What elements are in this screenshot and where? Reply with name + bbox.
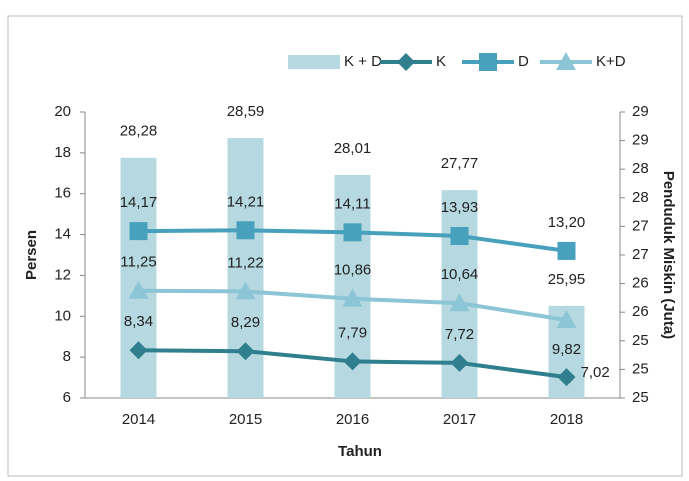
y2-tick-label: 25	[632, 389, 649, 406]
y2-tick-label: 25	[632, 332, 649, 349]
marker	[556, 309, 577, 328]
line-value-label: 11,22	[227, 254, 263, 271]
y2-tick-label: 27	[632, 246, 649, 263]
legend-marker	[479, 53, 497, 71]
bar-value-label: 25,95	[548, 271, 586, 288]
line-value-label: 10,64	[441, 266, 479, 283]
y2-tick-label: 26	[632, 303, 649, 320]
y-tick-label: 10	[54, 307, 71, 324]
y-tick-label: 14	[54, 226, 71, 243]
legend-label: D	[518, 53, 529, 70]
bar-value-label: 28,28	[120, 123, 158, 140]
line-value-label: 14,17	[120, 194, 158, 211]
legend-marker	[556, 52, 576, 70]
chart-border	[7, 15, 683, 477]
line-value-label: 9,82	[552, 341, 581, 358]
y-tick-label: 12	[54, 266, 71, 283]
y2-tick-label: 29	[632, 103, 649, 120]
marker	[236, 342, 255, 361]
legend-label: K	[436, 53, 446, 70]
marker	[342, 288, 363, 307]
line-value-label: 7,72	[445, 326, 474, 343]
marker	[129, 222, 148, 241]
y2-axis-label: Penduduk Miskin (Juta)	[660, 171, 677, 339]
y2-tick-label: 26	[632, 275, 649, 292]
line-value-label: 13,93	[441, 199, 479, 216]
marker	[129, 341, 148, 360]
x-tick-label: 2017	[443, 411, 476, 428]
legend-marker	[397, 53, 415, 71]
y-tick-label: 16	[54, 185, 71, 202]
y-tick-label: 18	[54, 144, 71, 161]
line-value-label: 7,02	[581, 364, 610, 381]
line-value-label: 8,29	[231, 314, 260, 331]
y2-tick-label: 25	[632, 360, 649, 377]
line-value-label: 14,21	[227, 193, 265, 210]
marker	[343, 223, 362, 242]
x-tick-label: 2016	[336, 411, 369, 428]
marker	[236, 221, 255, 240]
legend-swatch	[288, 55, 340, 69]
marker	[450, 227, 469, 246]
line-value-label: 8,34	[124, 313, 153, 330]
line-value-label: 7,79	[338, 324, 367, 341]
marker	[557, 368, 576, 387]
marker	[128, 280, 149, 299]
x-tick-label: 2018	[550, 411, 583, 428]
y2-tick-label: 29	[632, 132, 649, 149]
x-tick-label: 2014	[122, 411, 155, 428]
y2-tick-label: 28	[632, 189, 649, 206]
line-value-label: 13,20	[548, 214, 586, 231]
marker	[450, 353, 469, 372]
bar-value-label: 27,77	[441, 155, 479, 172]
marker	[449, 293, 470, 312]
y2-tick-label: 28	[632, 160, 649, 177]
y-tick-label: 20	[54, 103, 71, 120]
legend-label: K + D	[344, 53, 382, 70]
y-axis-label: Persen	[23, 230, 40, 280]
marker	[343, 352, 362, 371]
line-value-label: 10,86	[334, 262, 372, 279]
marker	[557, 241, 576, 260]
y-tick-label: 6	[63, 389, 71, 406]
marker	[235, 281, 256, 300]
line-value-label: 11,25	[120, 254, 156, 271]
line-value-label: 14,11	[334, 195, 370, 212]
x-axis-label: Tahun	[338, 443, 382, 460]
y2-tick-label: 27	[632, 217, 649, 234]
x-tick-label: 2015	[229, 411, 262, 428]
bar-value-label: 28,59	[227, 103, 265, 120]
bar-value-label: 28,01	[334, 140, 372, 157]
legend-label: K+D	[596, 53, 626, 70]
y-tick-label: 8	[63, 348, 71, 365]
